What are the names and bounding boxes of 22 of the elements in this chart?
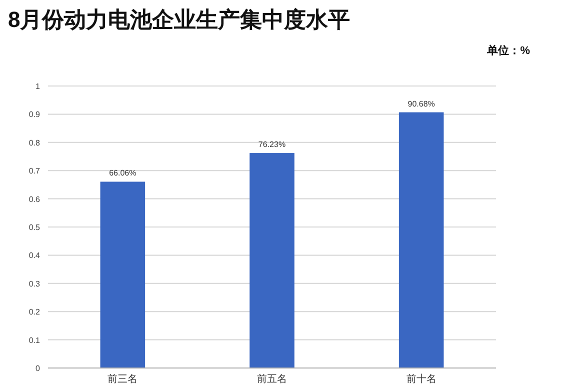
y-tick-label: 0.7 [28,166,41,176]
y-tick-label: 1 [36,82,41,91]
text: 单位：% [486,44,530,57]
data-label: 76.23% [258,140,286,150]
bar [100,182,146,368]
bar [398,112,444,368]
chart-title: 8月份动力电池企业生产集中度水平 [8,7,350,32]
data-label: 90.68% [408,99,435,108]
x-tick-label: 前十名 [406,373,436,385]
x-tick-label: 前三名 [108,373,138,385]
y-tick-label: 0.5 [28,223,41,232]
data-label: 66.06% [109,168,136,178]
y-tick-label: 0.9 [28,110,41,120]
y-tick-label: 0.1 [28,336,41,345]
y-tick-label: 0 [36,364,41,373]
x-tick-label: 前五名 [257,373,287,385]
bar [250,153,294,368]
y-tick-label: 0.2 [28,308,41,317]
y-tick-label: 0.4 [28,251,41,260]
y-tick-label: 0.8 [28,138,41,148]
y-tick-label: 0.6 [28,194,41,204]
y-tick-label: 0.3 [28,279,41,288]
